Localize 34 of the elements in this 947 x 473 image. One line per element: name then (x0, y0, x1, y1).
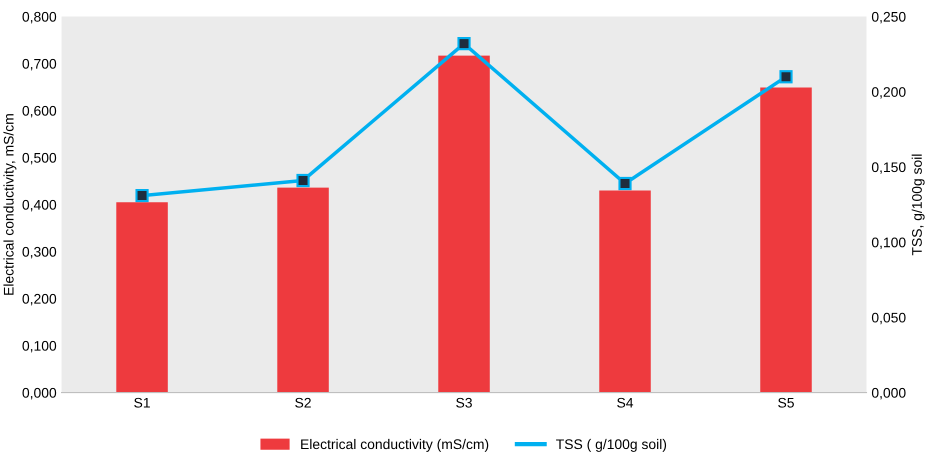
point (135, 188, 149, 202)
y2-tick-label: 0,200 (872, 87, 906, 99)
y2-axis-title: TSS, g/100g soil (912, 154, 925, 256)
y-tick-label: 0,600 (22, 106, 56, 118)
y2-tick-label: 0,150 (872, 162, 906, 174)
x-tick-label: S5 (778, 398, 794, 408)
bar (760, 88, 812, 393)
bar (599, 190, 651, 393)
legend-label: TSS ( g/100g soil) (556, 438, 666, 452)
point (779, 70, 793, 84)
legend-label: Electrical conductivity (mS/cm) (301, 438, 488, 452)
y-tick-label: 0,100 (22, 340, 56, 352)
y-axis-title: Electrical conductivity, mS/cm (3, 114, 16, 295)
x-tick-label: S4 (617, 398, 634, 408)
y-tick-label: 0,300 (22, 246, 56, 258)
y-tick-label: 0,400 (22, 200, 56, 212)
y-tick-label: 0,800 (22, 12, 56, 24)
point (296, 174, 310, 188)
bar (438, 56, 490, 393)
y-tick-label: 0,200 (22, 294, 56, 306)
point (457, 37, 471, 50)
point (618, 176, 632, 190)
y2-tick-label: 0,000 (872, 388, 906, 400)
y-tick-label: 0,500 (22, 152, 56, 164)
y-tick-label: 0,000 (22, 388, 56, 400)
x-tick-label: S2 (295, 398, 311, 408)
x-tick-label: S1 (134, 398, 150, 408)
y2-tick-label: 0,050 (872, 312, 906, 324)
x-tick-label: S3 (456, 398, 472, 408)
bar (277, 188, 329, 393)
y-tick-label: 0,700 (22, 58, 56, 70)
bar (116, 202, 168, 393)
y2-tick-label: 0,250 (872, 12, 906, 24)
y2-tick-label: 0,100 (872, 238, 906, 249)
